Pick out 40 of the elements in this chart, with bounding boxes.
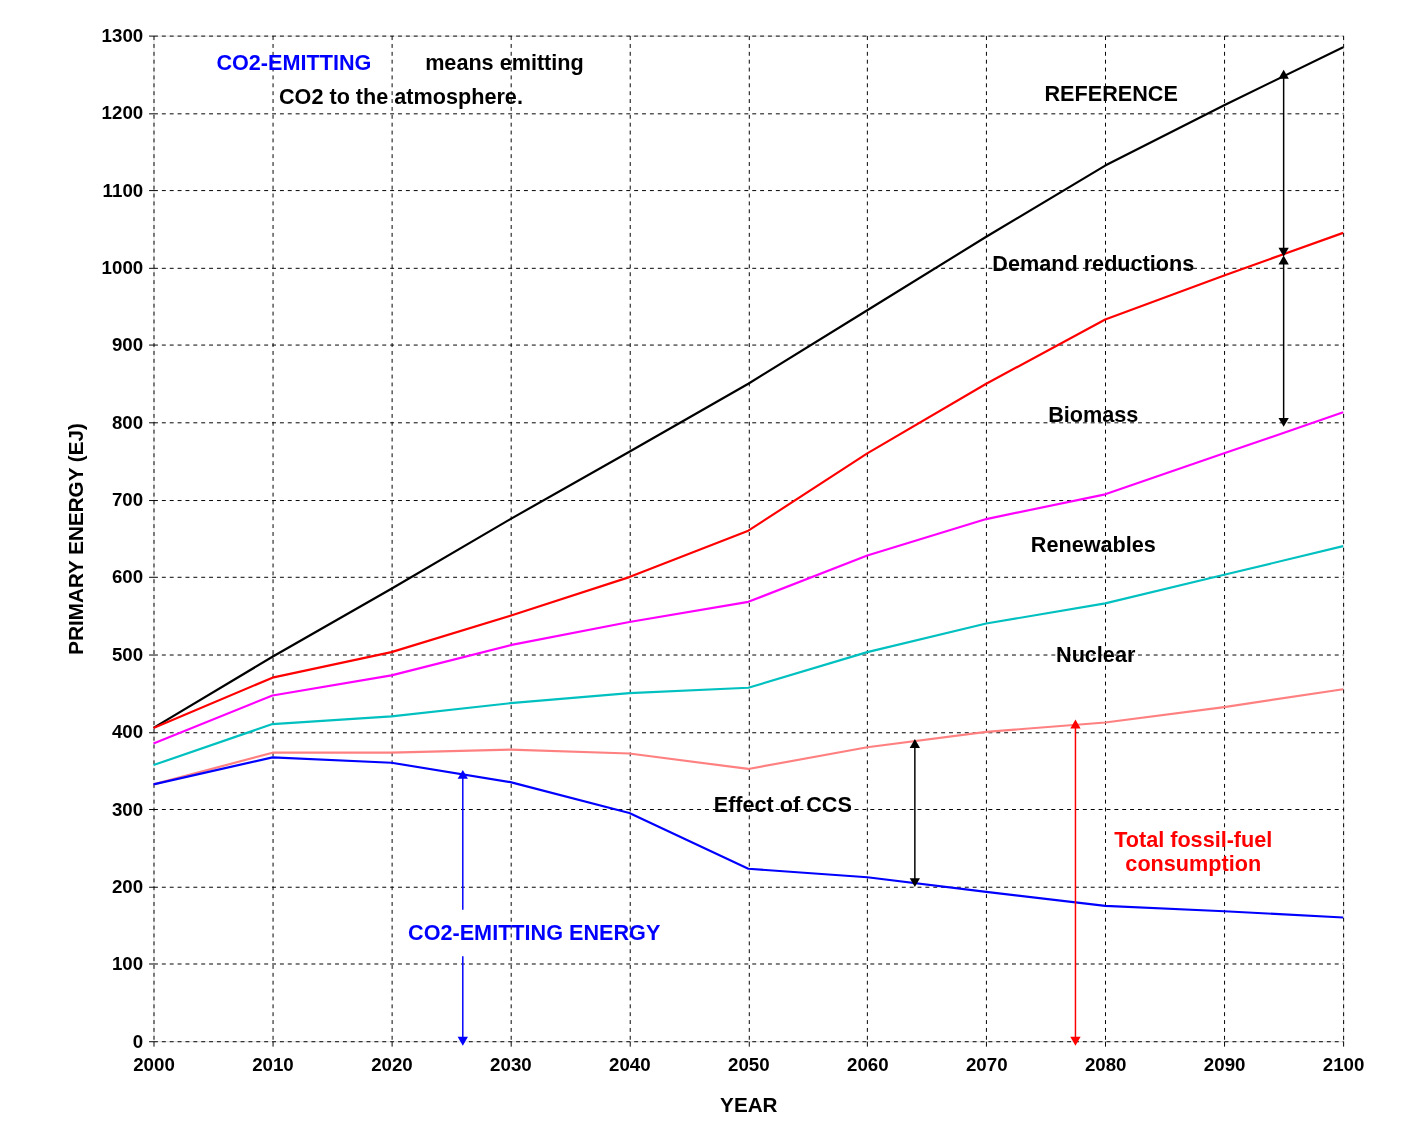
- x-tick-label: 2040: [609, 1054, 651, 1076]
- annotation: Biomass: [1048, 402, 1139, 428]
- y-tick-label: 1000: [101, 257, 144, 279]
- y-tick-label: 900: [111, 334, 144, 356]
- annotation: CO2 to the atmosphere.: [278, 83, 523, 109]
- annotation: Demand reductions: [992, 250, 1195, 276]
- y-tick-label: 800: [111, 411, 144, 433]
- annotation: Nuclear: [1056, 642, 1136, 668]
- annotation: Total fossil-fuel consumption: [1114, 827, 1273, 876]
- y-axis-title: PRIMARY ENERGY (EJ): [63, 423, 87, 655]
- x-tick-label: 2080: [1084, 1054, 1127, 1076]
- x-tick-label: 2070: [965, 1054, 1008, 1076]
- x-tick-label: 2000: [133, 1054, 175, 1076]
- y-tick-label: 1100: [102, 179, 144, 201]
- y-tick-label: 400: [111, 721, 144, 743]
- x-tick-label: 2060: [846, 1054, 889, 1076]
- y-tick-label: 1200: [101, 102, 144, 124]
- x-tick-label: 2010: [252, 1054, 294, 1076]
- x-tick-label: 2050: [728, 1054, 770, 1076]
- line-series: [152, 231, 1345, 730]
- y-tick-label: 300: [111, 798, 144, 820]
- y-tick-label: 200: [111, 875, 144, 897]
- annotation: Renewables: [1030, 531, 1156, 557]
- annotation: REFERENCE: [1044, 80, 1178, 106]
- x-tick-label: 2030: [490, 1054, 532, 1076]
- line-series: [152, 756, 1345, 919]
- annotation: Effect of CCS: [713, 792, 852, 818]
- y-tick-label: 500: [111, 643, 144, 665]
- x-tick-label: 2090: [1203, 1054, 1246, 1076]
- y-tick-label: 1300: [101, 25, 144, 47]
- y-tick-label: 0: [132, 1030, 144, 1052]
- x-tick-label: 2020: [371, 1054, 413, 1076]
- annotation: means emitting: [425, 50, 584, 76]
- annotation: CO2-EMITTING: [216, 50, 372, 76]
- y-tick-label: 700: [111, 489, 144, 511]
- x-tick-label: 2100: [1322, 1054, 1365, 1076]
- y-tick-label: 100: [111, 953, 144, 975]
- x-axis-title: YEAR: [720, 1092, 778, 1116]
- y-tick-label: 600: [111, 566, 144, 588]
- annotation: CO2-EMITTING ENERGY: [408, 919, 661, 945]
